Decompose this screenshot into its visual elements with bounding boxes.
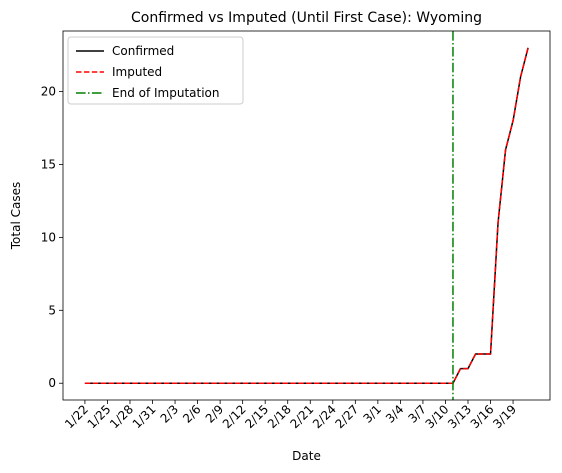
legend-box — [67, 36, 244, 105]
y-tick-label: 15 — [41, 157, 56, 171]
series-line-imputed — [84, 47, 529, 384]
legend: Confirmed Imputed End of Imputation — [67, 36, 244, 105]
y-tick-label: 20 — [41, 85, 56, 99]
legend-label: Imputed — [112, 65, 162, 79]
y-tick-label: 10 — [41, 230, 56, 244]
y-tick-label: 0 — [48, 376, 56, 390]
chart-title: Confirmed vs Imputed (Until First Case):… — [131, 10, 482, 26]
x-axis-label: Date — [292, 449, 321, 463]
legend-label: End of Imputation — [112, 86, 220, 100]
axes-frame — [62, 30, 551, 401]
legend-label: Confirmed — [112, 44, 174, 58]
y-tick-label: 5 — [48, 303, 56, 317]
y-axis-label: Total Cases — [9, 182, 23, 250]
